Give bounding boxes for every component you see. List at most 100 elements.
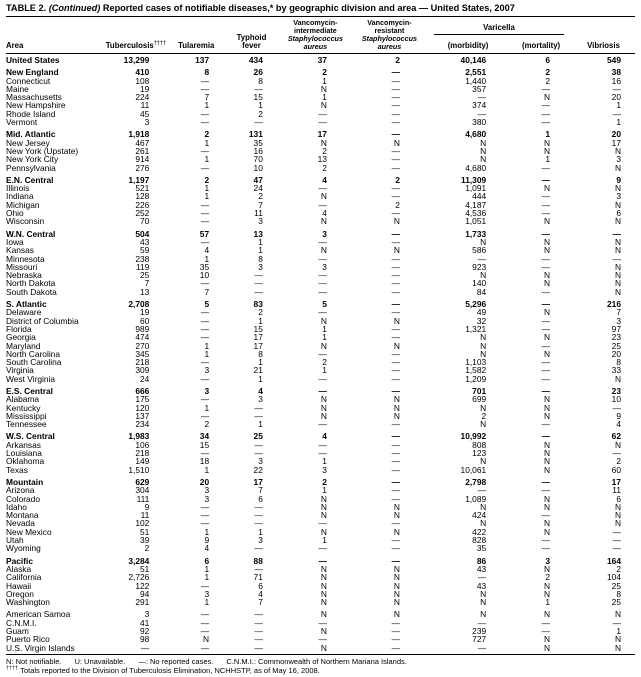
value-cell: 3 [616,191,621,202]
value-cell: 1 [258,236,263,247]
table-row: Alabama 175 — 3 N N 699 N 10 [6,395,635,404]
value-cell: — [391,323,400,334]
value-cell: — [200,626,210,636]
value-cell: N [480,588,487,599]
value-cell: — [541,228,551,239]
value-cell: 17 [253,340,263,351]
value-cell: 261 [135,145,150,156]
value-cell: N [277,643,353,655]
value-cell: 7 [616,307,621,318]
value-cell: 1 [258,315,263,326]
value-cell: 2 [395,174,400,185]
value-cell: 9 [616,174,621,185]
value-cell: N [480,154,487,165]
value-cell: N [320,609,327,620]
value-cell: 71 [253,572,263,583]
area-cell: Rhode Island [6,108,56,119]
value-cell: — [254,286,263,297]
value-cell: 727 [472,634,487,645]
value-cell: N [480,402,487,413]
value-cell: N [320,245,327,256]
value-cell: — [541,419,551,430]
value-cell: 2 [258,307,263,318]
table-row: American Samoa 3 — — N N N N N [6,606,635,620]
value-cell: 98 [139,634,150,645]
area-cell: Virginia [6,365,34,376]
value-cell: 38 [611,67,621,78]
value-cell: 1 [204,137,210,148]
value-cell: 1 [616,100,621,111]
value-cell: 7 [204,286,210,297]
table-row: Pennsylvania 276 — 10 2 — 4,680 — N [6,162,635,173]
value-cell: — [541,208,551,219]
table-row: Kansas 59 4 1 N N 586 N N [6,245,635,256]
value-cell: 51 [139,563,150,574]
value-cell: 2 [322,162,327,173]
area-cell: American Samoa [6,609,71,620]
table-row: Oklahoma 149 18 3 1 — N N 2 [6,457,635,466]
value-cell: 25 [611,340,621,351]
value-cell: 218 [135,448,150,459]
area-cell: Indiana [6,191,34,202]
value-cell: N [320,410,327,421]
value-cell: — [254,83,263,94]
value-cell: — [541,261,551,272]
value-cell: N [320,501,327,512]
value-cell: 808 [472,439,487,450]
value-cell: N [320,315,327,326]
value-cell: 629 [135,476,150,487]
value-cell: 122 [135,580,150,591]
notifiable-diseases-table: Area Tuberculosis†††† Tularemia Typhoid … [6,17,635,655]
value-cell: 17 [611,137,621,148]
value-cell: N [320,626,327,636]
value-cell: — [254,518,263,529]
value-cell: — [391,278,400,289]
value-cell: — [391,108,400,119]
value-cell: 2 [204,129,210,140]
col-header-varicella: Varicella [426,17,572,36]
value-cell: 22 [253,464,263,475]
value-cell: — [612,402,621,413]
value-cell: — [391,286,400,297]
value-cell: 2 [616,563,621,574]
value-cell: N [480,236,487,247]
table-row: Maine 19 — — N — 357 — — [6,83,635,94]
area-cell: Louisiana [6,448,42,459]
value-cell: N [614,286,621,297]
table-row: Louisiana 218 — — — — 123 N — [6,448,635,459]
value-cell: — [254,617,263,628]
value-cell: — [541,485,551,496]
value-cell: 2 [204,419,210,430]
area-cell: C.N.M.I. [6,617,37,628]
value-cell: — [391,183,400,194]
value-cell: — [541,117,551,128]
value-cell: N [320,597,327,608]
value-cell: 3 [144,117,150,128]
table-row: Wyoming 2 4 — — — 35 — — [6,544,635,553]
value-cell: — [391,299,400,310]
table-row: Mississippi 137 — — N N 2 N 9 [6,410,635,421]
value-cell: 47 [253,174,263,185]
value-cell: — [541,162,551,173]
value-cell: 5,296 [465,299,487,310]
value-cell: — [200,108,210,119]
area-cell: Pennsylvania [6,162,56,173]
value-cell: N [480,419,487,430]
value-cell: — [318,253,327,264]
value-cell: 137 [195,55,210,65]
value-cell: — [254,448,263,459]
table-row: South Dakota 13 7 — — — 84 — N [6,286,635,297]
value-cell: 88 [253,555,263,566]
value-cell: 4,680 [465,162,487,173]
value-cell: 218 [135,357,150,368]
value-cell: — [391,464,400,475]
value-cell: — [541,83,551,94]
value-cell: — [200,199,210,210]
value-cell: 1 [204,563,210,574]
value-cell: 25 [139,270,150,281]
table-row: Arizona 304 3 7 1 — — — 11 [6,485,635,496]
value-cell: 35 [199,261,210,272]
value-cell: 701 [472,385,487,396]
value-cell: — [612,253,621,264]
value-cell: 5 [322,299,327,310]
